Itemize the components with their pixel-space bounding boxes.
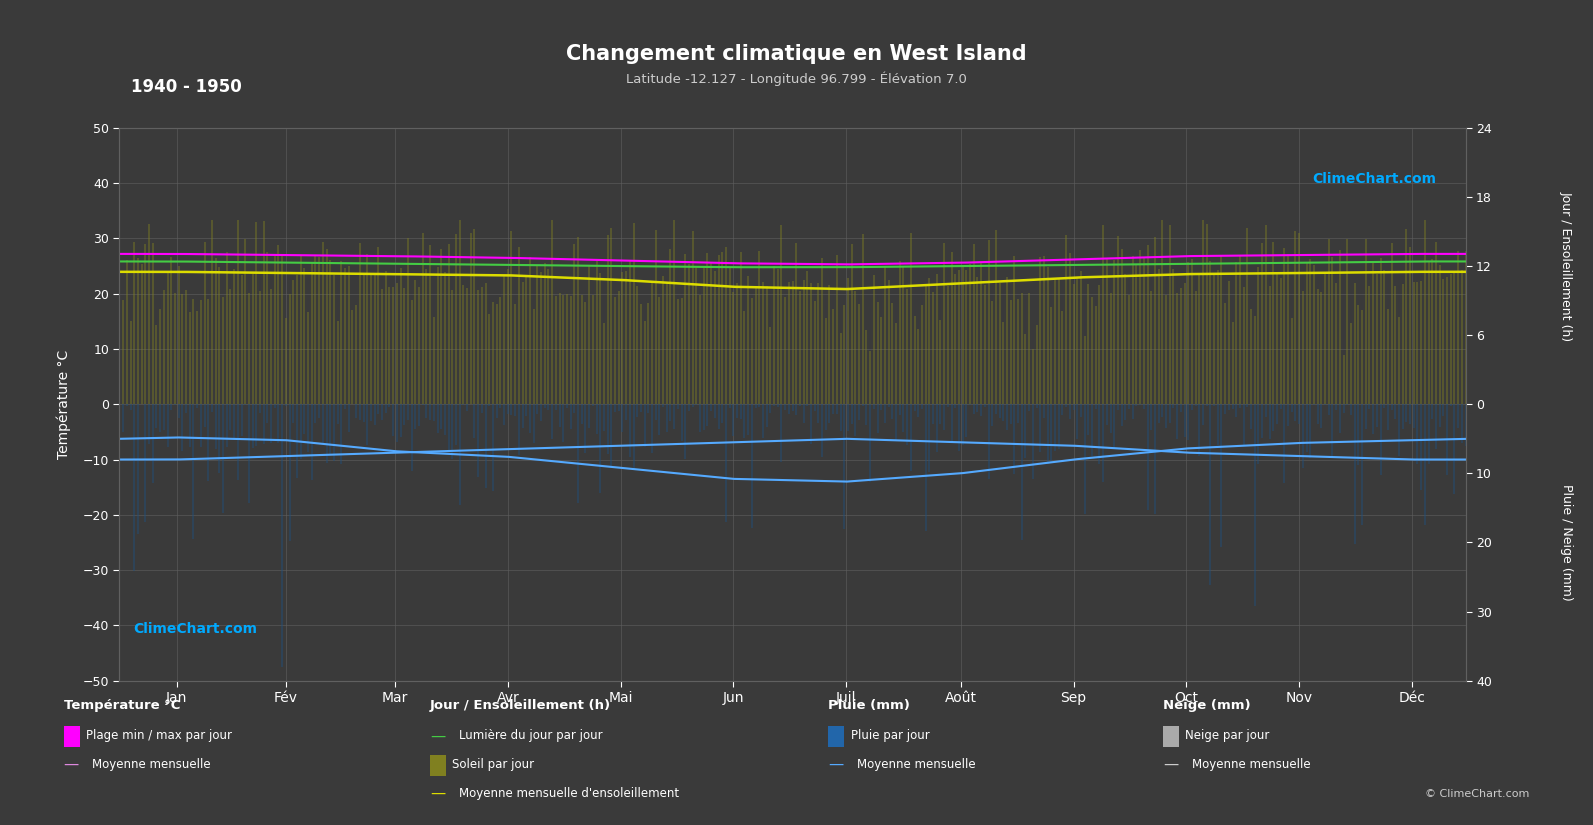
Text: Neige par jour: Neige par jour <box>1185 729 1270 742</box>
Text: Moyenne mensuelle: Moyenne mensuelle <box>857 758 975 771</box>
Text: Moyenne mensuelle: Moyenne mensuelle <box>92 758 210 771</box>
Text: Jour / Ensoleillement (h): Jour / Ensoleillement (h) <box>430 700 612 713</box>
Text: Pluie (mm): Pluie (mm) <box>828 700 910 713</box>
Text: —: — <box>430 786 446 801</box>
Text: Moyenne mensuelle d'ensoleillement: Moyenne mensuelle d'ensoleillement <box>459 787 679 800</box>
Text: Lumière du jour par jour: Lumière du jour par jour <box>459 729 602 742</box>
Text: © ClimeChart.com: © ClimeChart.com <box>1424 789 1529 799</box>
Text: Température °C: Température °C <box>64 700 180 713</box>
Text: 1940 - 1950: 1940 - 1950 <box>131 78 242 96</box>
Text: ClimeChart.com: ClimeChart.com <box>132 622 256 636</box>
Text: Neige (mm): Neige (mm) <box>1163 700 1251 713</box>
Text: Pluie par jour: Pluie par jour <box>851 729 929 742</box>
Text: —: — <box>430 728 446 743</box>
Text: ClimeChart.com: ClimeChart.com <box>1313 172 1435 186</box>
Text: Soleil par jour: Soleil par jour <box>452 758 535 771</box>
Text: Changement climatique en West Island: Changement climatique en West Island <box>566 44 1027 64</box>
Text: —: — <box>64 757 80 772</box>
Text: Pluie / Neige (mm): Pluie / Neige (mm) <box>1560 484 1572 601</box>
Text: Jour / Ensoleillement (h): Jour / Ensoleillement (h) <box>1560 191 1572 341</box>
Text: Moyenne mensuelle: Moyenne mensuelle <box>1192 758 1309 771</box>
Text: Latitude -12.127 - Longitude 96.799 - Élévation 7.0: Latitude -12.127 - Longitude 96.799 - Él… <box>626 71 967 86</box>
Text: Plage min / max par jour: Plage min / max par jour <box>86 729 233 742</box>
Y-axis label: Température °C: Température °C <box>57 350 72 459</box>
Text: —: — <box>1163 757 1179 772</box>
Text: —: — <box>828 757 844 772</box>
